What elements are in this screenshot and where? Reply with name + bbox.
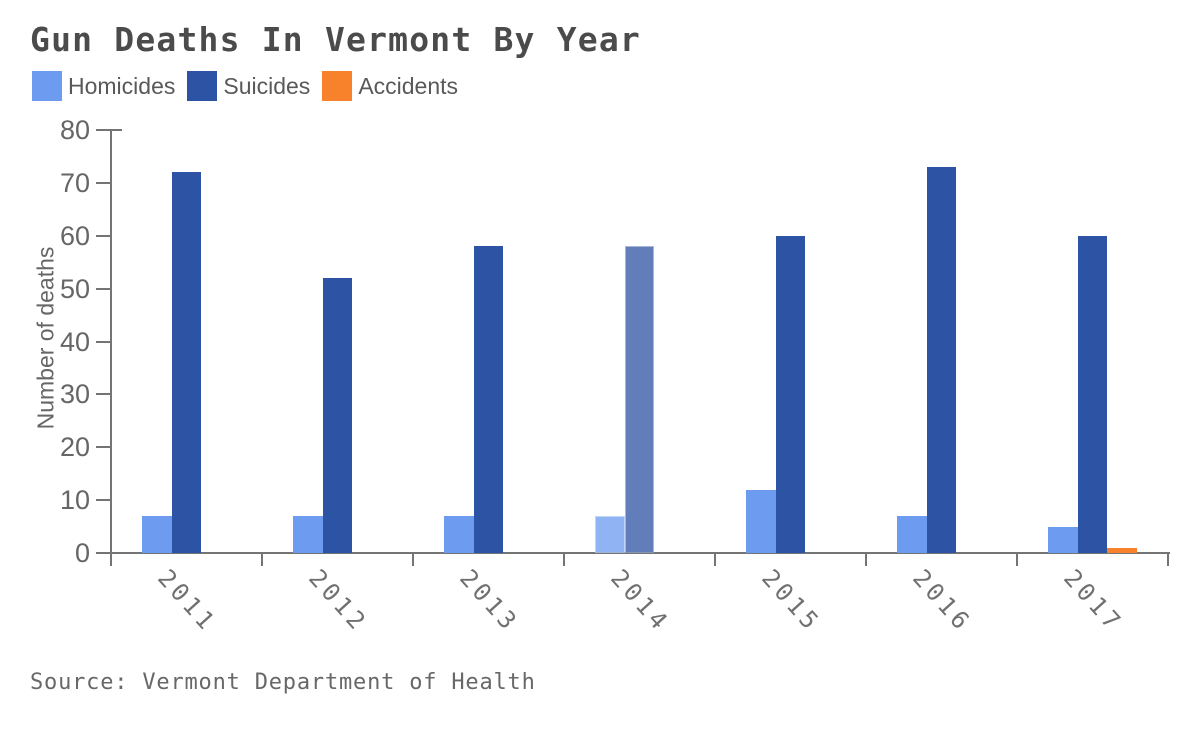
bar-suicides-2015[interactable] <box>775 235 806 553</box>
y-tick-mark <box>96 499 111 502</box>
x-tick-mark <box>261 553 263 566</box>
bar-homicides-2011[interactable] <box>142 515 172 553</box>
y-tick-label: 0 <box>74 538 90 568</box>
x-tick-mark <box>563 553 565 566</box>
x-axis-category-label: 2014 <box>604 564 675 638</box>
bar-suicides-2017[interactable] <box>1077 235 1108 553</box>
y-tick-label: 10 <box>59 485 90 516</box>
y-tick-mark <box>96 287 111 290</box>
bar-suicides-2016[interactable] <box>926 167 957 553</box>
legend-item-suicides: Suicides <box>187 71 310 101</box>
bar-suicides-2012[interactable] <box>322 278 353 553</box>
y-tick-label: 30 <box>59 379 90 410</box>
bar-homicides-2016[interactable] <box>897 515 927 553</box>
legend-item-homicides: Homicides <box>32 71 175 101</box>
x-axis-line <box>110 552 1170 554</box>
x-axis-category-label: 2017 <box>1057 564 1128 638</box>
legend-item-accidents: Accidents <box>322 71 458 101</box>
bar-homicides-2013[interactable] <box>444 515 474 553</box>
y-tick-label: 50 <box>59 273 90 304</box>
bar-accidents-2017[interactable] <box>1107 547 1137 553</box>
y-tick-label: 60 <box>59 220 90 251</box>
source-attribution: Source: Vermont Department of Health <box>30 670 536 695</box>
legend-label-suicides: Suicides <box>223 73 311 99</box>
y-axis-line <box>110 129 112 554</box>
x-axis-category-label: 2015 <box>755 564 826 638</box>
y-tick-label: 20 <box>59 432 90 463</box>
x-axis-category-label: 2013 <box>453 564 524 638</box>
bar-homicides-2014[interactable] <box>595 515 625 553</box>
bar-suicides-2014[interactable] <box>624 246 655 553</box>
y-tick-mark <box>96 234 111 237</box>
y-tick-mark <box>96 340 111 343</box>
accidents-swatch-icon <box>322 71 353 101</box>
bar-homicides-2012[interactable] <box>293 515 323 553</box>
x-tick-mark <box>1167 553 1169 566</box>
chart-title: Gun Deaths In Vermont By Year <box>30 20 641 59</box>
y-tick-label: 80 <box>59 115 90 145</box>
y-axis-top-cap <box>110 129 122 131</box>
x-tick-mark <box>865 553 867 566</box>
bar-homicides-2015[interactable] <box>746 489 776 553</box>
y-tick-mark <box>96 446 111 449</box>
y-tick-label: 70 <box>59 167 90 198</box>
legend-label-homicides: Homicides <box>68 73 176 99</box>
y-tick-mark <box>96 181 111 184</box>
legend: Homicides Suicides Accidents <box>32 71 470 101</box>
y-tick-mark <box>96 552 111 554</box>
x-axis-category-label: 2011 <box>151 564 222 638</box>
suicides-swatch-icon <box>187 71 218 101</box>
x-axis-category-label: 2012 <box>302 564 373 638</box>
x-tick-mark <box>714 553 716 566</box>
legend-label-accidents: Accidents <box>358 73 459 99</box>
y-tick-mark <box>96 393 111 396</box>
y-tick-label: 40 <box>59 326 90 357</box>
bar-suicides-2013[interactable] <box>473 246 504 553</box>
x-axis-category-label: 2016 <box>906 564 977 638</box>
homicides-swatch-icon <box>32 71 62 101</box>
x-tick-mark <box>110 553 112 566</box>
bar-suicides-2011[interactable] <box>171 172 202 553</box>
x-tick-mark <box>412 553 414 566</box>
bar-homicides-2017[interactable] <box>1048 526 1078 553</box>
y-tick-mark <box>96 129 111 131</box>
x-tick-mark <box>1016 553 1018 566</box>
